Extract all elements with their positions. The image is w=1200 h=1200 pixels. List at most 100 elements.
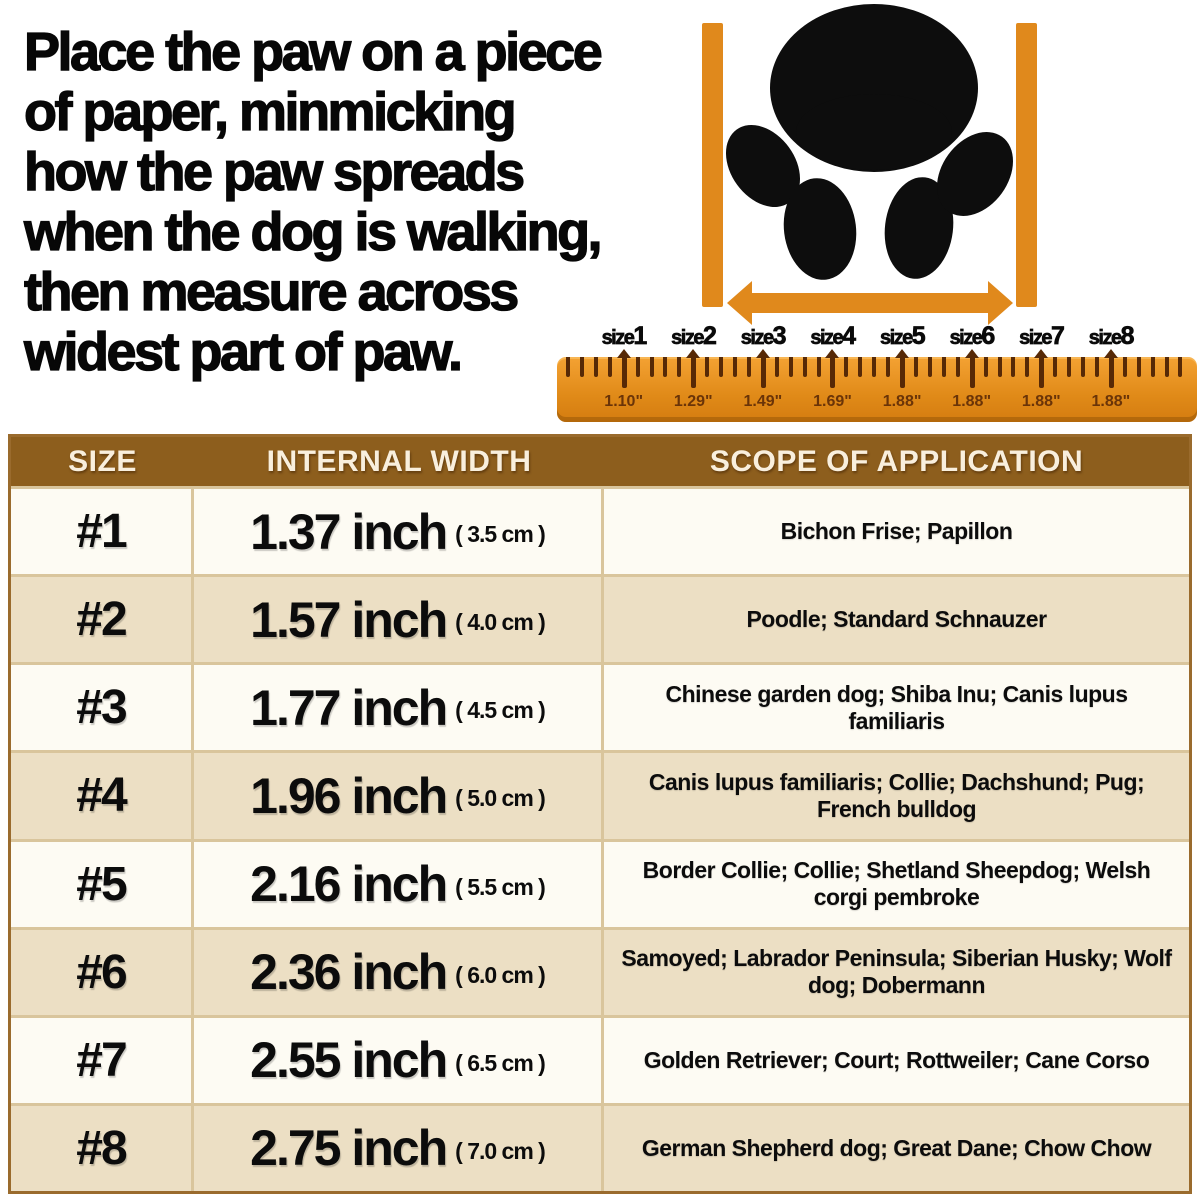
cell-size: #4: [11, 753, 194, 839]
ruler-minor-tick: [566, 357, 570, 377]
cell-scope: Poodle; Standard Schnauzer: [746, 606, 1047, 633]
ruler-minor-tick: [1094, 357, 1099, 377]
ruler-inch-label: 1.29": [673, 393, 713, 410]
ruler-minor-tick: [927, 357, 932, 377]
col-header-size: SIZE: [68, 444, 137, 478]
table-row: #3 1.77 inch ( 4.5 cm ) Chinese garden dog;…: [11, 662, 1189, 751]
ruler-minor-tick: [844, 357, 849, 377]
inch-value: 1.77 inch: [250, 679, 448, 736]
ruler-minor-tick: [607, 357, 612, 377]
ruler-major-tick: [616, 349, 631, 388]
ruler-minor-tick: [677, 357, 682, 377]
inch-value: 1.96 inch: [250, 767, 448, 824]
cm-value: ( 6.5 cm ): [455, 1049, 546, 1076]
cell-size: #7: [11, 1017, 194, 1103]
table-row: #4 1.96 inch ( 5.0 cm ) Canis lupus familia…: [11, 750, 1189, 839]
size-table: SIZE INTERNAL WIDTH SCOPE OF APPLICATION…: [8, 434, 1192, 1194]
cell-scope: Canis lupus familiaris; Collie; Dachshun…: [648, 768, 1145, 822]
ruler-inch-label: 1.88": [882, 393, 922, 410]
table-row: #6 2.36 inch ( 6.0 cm ) Samoyed; Labrador P…: [11, 926, 1189, 1015]
cell-scope: Samoyed; Labrador Peninsula; Siberian Hu…: [621, 945, 1172, 999]
cell-internal-width: 1.57 inch ( 4.0 cm ): [194, 577, 604, 663]
ruler-major-tick: [686, 349, 701, 388]
ruler-minor-tick: [1136, 357, 1141, 377]
cell-internal-width: 1.96 inch ( 5.0 cm ): [194, 753, 604, 839]
inch-value: 1.57 inch: [250, 591, 448, 648]
cell-internal-width: 1.77 inch ( 4.5 cm ): [194, 665, 604, 751]
table-row: #2 1.57 inch ( 4.0 cm ) Poodle; Standard Sc…: [11, 574, 1189, 663]
cell-internal-width: 1.37 inch ( 3.5 cm ): [194, 489, 604, 575]
cell-scope: Border Collie; Collie; Shetland Sheepdog…: [642, 856, 1151, 911]
cell-size: #5: [11, 841, 194, 927]
table-row: #5 2.16 inch ( 5.5 cm ) Border Collie; Coll…: [11, 838, 1189, 927]
ruler-minor-tick: [1025, 357, 1030, 377]
cell-size: #8: [11, 1105, 194, 1191]
cell-size: #2: [11, 577, 194, 663]
ruler-major-tick: [755, 349, 770, 388]
ruler-minor-tick: [1122, 357, 1127, 377]
ruler-minor-tick: [858, 357, 863, 377]
ruler-minor-tick: [997, 357, 1002, 377]
ruler-minor-tick: [802, 357, 807, 377]
ruler-minor-tick: [746, 357, 751, 377]
ruler-minor-tick: [774, 357, 779, 377]
ruler-minor-tick: [872, 357, 877, 377]
ruler-minor-tick: [1067, 357, 1072, 377]
paw-print-icon: [725, 4, 1013, 280]
table-row: #1 1.37 inch ( 3.5 cm ) Bichon Frise; Papil…: [11, 486, 1189, 575]
ruler-inch-label: 1.10": [604, 393, 644, 410]
ruler-minor-tick: [593, 357, 598, 377]
cell-size: #3: [11, 665, 194, 751]
ruler-minor-tick: [955, 357, 960, 377]
inch-value: 2.75 inch: [250, 1120, 448, 1177]
cell-internal-width: 2.55 inch ( 6.5 cm ): [194, 1017, 604, 1103]
cm-value: ( 3.5 cm ): [455, 521, 546, 548]
ruler-minor-tick: [816, 357, 821, 377]
ruler-inch-label: 1.88": [952, 393, 992, 410]
cell-scope: Golden Retriever; Court; Rottweiler; Can…: [643, 1046, 1150, 1073]
table-row: #7 2.55 inch ( 6.5 cm ) Golden Retriever; C…: [11, 1014, 1189, 1103]
paw-measure-diagram: [702, 4, 1037, 325]
ruler-minor-tick: [1081, 357, 1086, 377]
size-ruler: 1.10" 1.29" 1.49" 1.69" 1.88" 1.88" 1.88" 1.88": [557, 349, 1197, 422]
ruler-minor-tick: [1150, 357, 1155, 377]
ruler-minor-tick: [635, 357, 640, 377]
cell-scope: Bichon Frise; Papillon: [780, 518, 1013, 544]
table-row: #8 2.75 inch ( 7.0 cm ) German Shepherd dog…: [11, 1102, 1189, 1191]
cell-internal-width: 2.36 inch ( 6.0 cm ): [194, 929, 604, 1015]
ruler-major-tick: [1034, 349, 1049, 388]
size-table-header: SIZE INTERNAL WIDTH SCOPE OF APPLICATION: [11, 437, 1189, 486]
cell-internal-width: 2.16 inch ( 5.5 cm ): [194, 841, 604, 927]
cm-value: ( 7.0 cm ): [455, 1137, 546, 1164]
ruler-minor-tick: [983, 357, 988, 377]
cell-internal-width: 2.75 inch ( 7.0 cm ): [194, 1105, 604, 1191]
ruler-minor-tick: [1178, 357, 1183, 377]
inch-value: 2.16 inch: [250, 856, 448, 913]
cm-value: ( 5.0 cm ): [455, 785, 546, 812]
cm-value: ( 6.0 cm ): [455, 961, 546, 988]
cell-scope: Chinese garden dog; Shiba Inu; Canis lup…: [665, 680, 1128, 734]
ruler-minor-tick: [1053, 357, 1058, 377]
ruler-minor-tick: [733, 357, 738, 377]
ruler-minor-tick: [719, 357, 724, 377]
ruler-minor-tick: [579, 357, 584, 377]
right-measure-bar: [1016, 23, 1037, 307]
cell-size: #1: [11, 489, 194, 575]
ruler-minor-tick: [914, 357, 918, 377]
size-table-body: #1 1.37 inch ( 3.5 cm ) Bichon Frise; Papil…: [11, 486, 1189, 1191]
cm-value: ( 4.0 cm ): [455, 609, 546, 636]
ruler-minor-tick: [788, 357, 793, 377]
ruler-minor-tick: [649, 357, 654, 377]
inch-value: 2.36 inch: [250, 944, 448, 1001]
ruler-inch-label: 1.88": [1091, 393, 1131, 410]
width-arrow-icon: [727, 281, 1013, 325]
inch-value: 1.37 inch: [250, 503, 448, 560]
ruler-major-tick: [895, 349, 910, 388]
ruler-inch-label: 1.69": [813, 393, 852, 410]
cm-value: ( 4.5 cm ): [455, 697, 546, 724]
ruler-minor-tick: [705, 357, 710, 377]
ruler-major-tick: [1103, 349, 1118, 388]
ruler-minor-tick: [663, 357, 668, 377]
ruler-inch-label: 1.49": [743, 393, 783, 410]
inch-value: 2.55 inch: [250, 1032, 448, 1089]
